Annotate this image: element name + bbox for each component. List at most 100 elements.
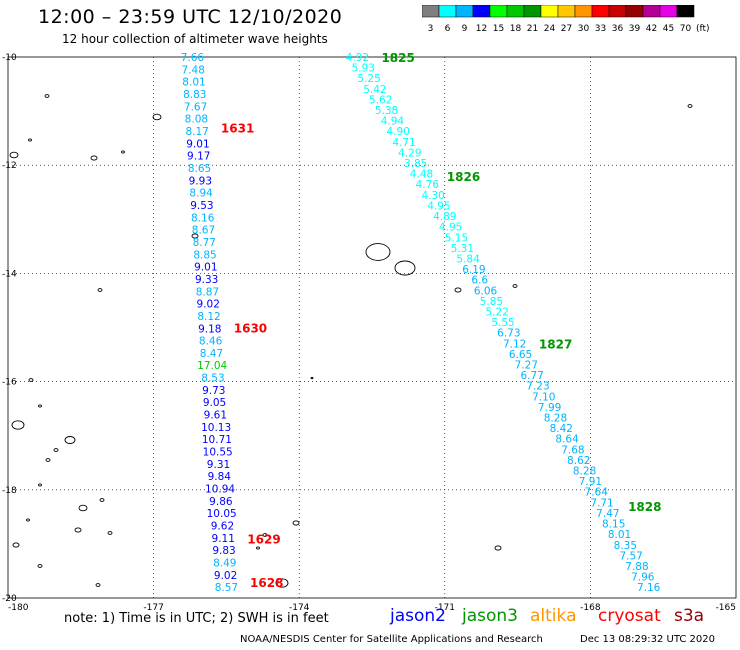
legend-label: 42 (646, 24, 657, 34)
wave-height-value: 8.28 (573, 466, 596, 478)
island-outline (38, 404, 42, 408)
island-outline (687, 104, 693, 108)
wave-height-value: 4.90 (387, 126, 410, 138)
island-outline (74, 527, 82, 533)
island-outline (90, 155, 98, 161)
wave-height-value: 8.01 (182, 77, 205, 89)
island-outline (256, 546, 260, 550)
wave-height-value: 8.94 (189, 188, 213, 200)
wave-height-value: 9.62 (211, 521, 234, 533)
wave-height-value: 5.25 (357, 73, 380, 85)
island-outline (64, 436, 76, 444)
lon-tick-label: -168 (580, 603, 601, 613)
wave-height-value: 9.11 (212, 533, 235, 545)
lat-tick-label: -18 (2, 486, 17, 496)
legend-label: 18 (510, 24, 522, 34)
generated-timestamp: Dec 13 08:29:32 UTC 2020 (580, 634, 715, 645)
island-outline (292, 520, 300, 526)
footer-note: note: 1) Time is in UTC; 2) SWH is in fe… (64, 611, 329, 626)
satellite-jason3: jason3 (462, 606, 518, 626)
island-outline (45, 458, 51, 462)
wave-height-value: 5.62 (369, 94, 392, 106)
wave-height-value: 10.55 (203, 447, 233, 459)
island-outline (28, 138, 32, 142)
island-outline (37, 564, 43, 568)
wave-height-value: 8.17 (185, 126, 208, 138)
wave-height-value: 4.92 (346, 52, 369, 64)
credit-line: NOAA/NESDIS Center for Satellite Applica… (240, 634, 543, 645)
island-outline (28, 378, 34, 382)
wave-height-value: 8.01 (608, 529, 631, 541)
wave-height-value: 7.96 (631, 572, 655, 584)
wave-height-value: 8.57 (215, 582, 238, 594)
legend-label: 39 (629, 24, 641, 34)
island-outline (53, 448, 59, 452)
wave-height-value: 7.48 (182, 64, 205, 76)
pass-time-label: 1628 (250, 576, 283, 590)
wave-height-value: 9.18 (198, 323, 221, 335)
wave-height-value: 5.31 (451, 243, 474, 255)
island-outline (99, 498, 105, 502)
legend-label: 27 (561, 24, 572, 34)
pass-time-label: 1826 (447, 170, 480, 184)
wave-height-value: 9.84 (208, 471, 232, 483)
wave-height-value: 8.35 (614, 540, 637, 552)
wave-height-value: 5.42 (363, 84, 386, 96)
pass-time-label: 1825 (381, 51, 414, 65)
wave-height-value: 4.30 (421, 190, 444, 202)
wave-height-value: 7.57 (619, 550, 642, 562)
island-outline (262, 533, 268, 537)
wave-height-value: 10.13 (201, 422, 231, 434)
wave-height-value: 8.87 (196, 286, 219, 298)
color-legend: 3 6 9 12 15 18 21 24 27 30 33 36 39 42 45 70 (ft) (422, 5, 710, 34)
legend-label: 21 (527, 24, 538, 34)
legend-label: 15 (493, 24, 504, 34)
wave-height-value: 9.02 (214, 570, 237, 582)
pass-time-label: 1631 (221, 121, 254, 135)
island-outline (454, 287, 462, 293)
island-outline (107, 531, 113, 535)
lon-tick-label: -174 (289, 603, 310, 613)
wave-height-value: 8.08 (185, 114, 208, 126)
legend-label: 6 (445, 24, 451, 34)
wave-height-value: 5.93 (352, 63, 375, 75)
legend-label: 3 (428, 24, 434, 34)
legend-label: 70 (680, 24, 692, 34)
wave-height-value: 9.61 (204, 410, 227, 422)
wave-height-value: 5.15 (445, 232, 468, 244)
lat-tick-label: -20 (2, 594, 17, 604)
lon-tick-label: -165 (716, 603, 736, 613)
wave-height-value: 8.16 (191, 212, 215, 224)
wave-height-value: 8.64 (555, 434, 579, 446)
wave-height-value: 7.47 (596, 508, 619, 520)
wave-height-value: 7.99 (538, 402, 561, 414)
lat-tick-label: -12 (2, 161, 17, 171)
wave-height-value: 8.62 (567, 455, 590, 467)
wave-height-value: 6.73 (497, 328, 520, 340)
wave-height-value: 7.88 (625, 561, 648, 573)
wave-height-value: 9.33 (195, 274, 218, 286)
wave-height-value: 8.85 (193, 249, 216, 261)
wave-height-value: 7.68 (561, 444, 584, 456)
wave-height-value: 7.16 (637, 582, 661, 594)
wave-height-value: 9.02 (197, 299, 220, 311)
island-outline (121, 150, 125, 154)
wave-height-value: 4.95 (427, 200, 450, 212)
wave-height-value: 17.04 (197, 360, 227, 372)
pass-time-label: 1629 (247, 532, 280, 546)
island-outline (78, 504, 88, 512)
wave-height-value: 9.01 (186, 138, 209, 150)
island-outline (9, 151, 19, 159)
pass-time-label: 1630 (234, 322, 267, 336)
wave-height-value: 8.67 (192, 225, 215, 237)
wave-height-value: 4.94 (381, 116, 405, 128)
island-outline (152, 113, 162, 121)
satellite-altika: altika (530, 606, 577, 626)
legend-swatch (676, 5, 695, 18)
wave-height-value: 7.27 (515, 360, 538, 372)
lat-tick-label: -10 (2, 53, 17, 63)
map-frame (7, 56, 737, 599)
wave-height-value: 5.85 (480, 296, 503, 308)
wave-height-value: 7.12 (503, 338, 526, 350)
